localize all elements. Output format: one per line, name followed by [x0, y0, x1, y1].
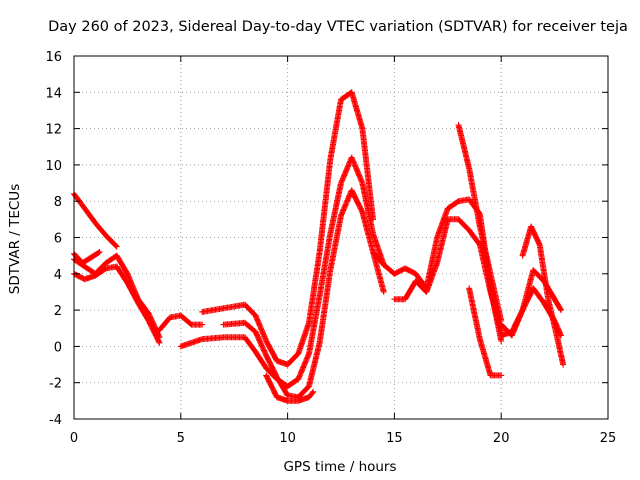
series-trace-5 [156, 312, 206, 334]
x-tick-label: 10 [279, 431, 296, 446]
y-tick-label: -4 [49, 413, 62, 428]
series-trace-7 [177, 154, 387, 390]
axis-ticks: 0 5 10 15 20 25 -4 -2 0 2 4 6 8 10 12 14 16 [45, 50, 616, 446]
data-point-markers [220, 187, 387, 401]
x-tick-label: 0 [70, 431, 78, 446]
y-tick-label: 0 [54, 340, 62, 355]
grid-lines [74, 56, 608, 419]
x-tick-label: 20 [493, 431, 510, 446]
chart-title: Day 260 of 2023, Sidereal Day-to-day VTE… [48, 19, 628, 35]
series-trace-6 [199, 89, 376, 368]
x-tick-label: 25 [600, 431, 617, 446]
series-trace-12 [455, 122, 505, 324]
y-tick-label: 6 [54, 232, 62, 247]
y-tick-label: 2 [54, 304, 62, 319]
y-tick-label: 14 [45, 86, 62, 101]
data-point-markers [263, 372, 317, 404]
y-axis-label: SDTVAR / TECUs [7, 184, 23, 294]
y-tick-label: 4 [54, 268, 62, 283]
data-point-markers [177, 154, 387, 390]
y-tick-label: 12 [45, 123, 62, 138]
x-tick-label: 15 [386, 431, 403, 446]
data-point-markers [391, 216, 505, 335]
data-point-markers [156, 312, 206, 334]
y-tick-label: -2 [49, 377, 62, 392]
x-tick-label: 5 [177, 431, 185, 446]
data-series [71, 89, 567, 404]
series-trace-9 [263, 372, 317, 404]
series-trace-8 [220, 187, 387, 401]
y-tick-label: 16 [45, 50, 62, 65]
y-tick-label: 10 [45, 159, 62, 174]
data-point-markers [519, 223, 567, 368]
y-tick-label: 8 [54, 195, 62, 210]
series-trace-16 [519, 223, 567, 368]
data-point-markers [466, 285, 505, 379]
data-point-markers [455, 122, 505, 324]
series-trace-13 [466, 285, 505, 379]
x-axis-label: GPS time / hours [283, 459, 396, 475]
data-point-markers [199, 89, 376, 368]
series-trace-11 [391, 216, 505, 335]
